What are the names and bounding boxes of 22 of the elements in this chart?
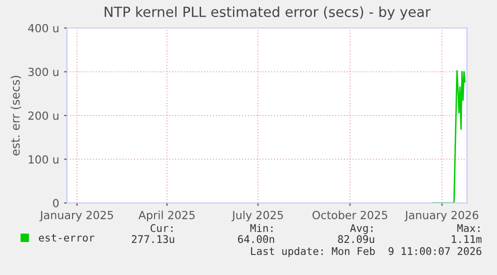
- text: Last update: Mon Feb 9 11:00:07 2026: [251, 246, 482, 258]
- y-tick-label: 0: [53, 198, 59, 208]
- y-axis-title: est. err (secs): [10, 76, 22, 156]
- x-tick-label: January 2026: [404, 210, 478, 222]
- text: Cur:: [150, 224, 172, 232]
- x-tick-label: July 2025: [232, 210, 283, 222]
- y-tick-label: 400 u: [28, 24, 58, 32]
- text: 1.11m: [452, 235, 482, 243]
- y-tick-label: 300 u: [28, 68, 58, 76]
- text: 82.09u: [338, 235, 374, 244]
- chart-title: NTP kernel PLL estimated error (secs) - by year: [104, 6, 431, 20]
- text: 64.00n: [238, 235, 274, 244]
- y-tick-label: 200 u: [28, 111, 58, 120]
- x-tick-label: January 2025: [39, 210, 113, 222]
- y-tick-label: 100 u: [28, 155, 58, 164]
- x-tick-label: October 2025: [312, 210, 388, 220]
- text: 277.13u: [132, 235, 174, 244]
- legend-label: est-error: [38, 234, 94, 242]
- text: Avg:: [350, 224, 372, 234]
- text: Min:: [250, 224, 272, 232]
- x-tick-label: April 2025: [138, 210, 195, 222]
- text: Max:: [457, 224, 480, 232]
